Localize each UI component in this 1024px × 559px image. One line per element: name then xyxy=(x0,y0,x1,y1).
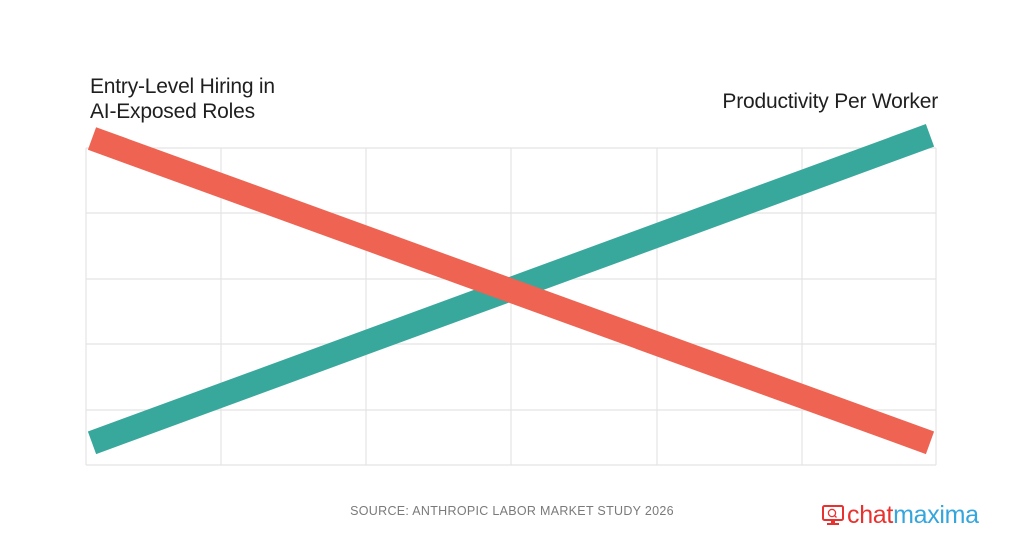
monitor-chat-icon xyxy=(822,505,844,525)
grid xyxy=(85,147,937,466)
series-label-line: AI-Exposed Roles xyxy=(90,100,255,123)
series-lines xyxy=(87,124,935,455)
brand-logo: chat maxima xyxy=(822,500,979,530)
series-label-entry-level-hiring: Entry-Level Hiring in AI-Exposed Roles xyxy=(90,74,350,124)
brand-name-chat: chat xyxy=(847,500,894,529)
series-label-line: Entry-Level Hiring in xyxy=(90,75,275,98)
source-caption: SOURCE: ANTHROPIC LABOR MARKET STUDY 202… xyxy=(350,504,674,518)
series-line-entry-level-hiring xyxy=(87,127,935,455)
brand-name-maxima: maxima xyxy=(893,500,979,529)
series-label-productivity: Productivity Per Worker xyxy=(722,89,938,114)
series-label-line: Productivity Per Worker xyxy=(722,90,938,113)
